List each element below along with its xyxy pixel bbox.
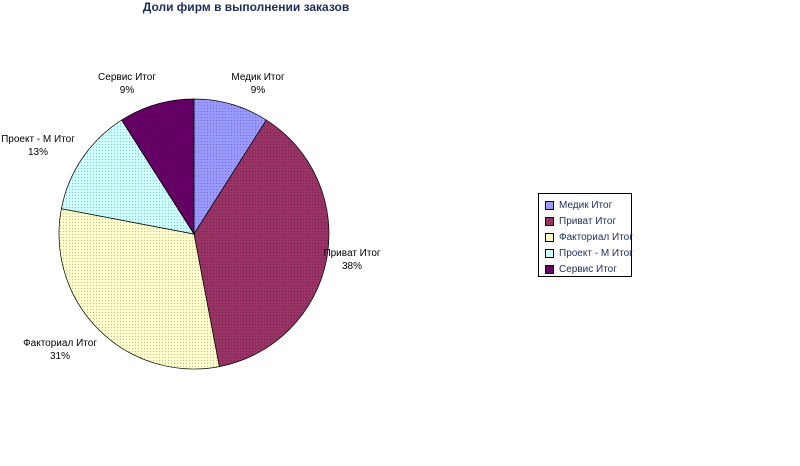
legend-swatch [545, 264, 554, 274]
legend-swatch [545, 232, 554, 242]
legend-item: Приват Итог [545, 213, 631, 229]
pie-slice-texture-5 [121, 99, 194, 234]
legend-item: Медик Итог [545, 197, 631, 213]
chart-title: Доли фирм в выполнении заказов [142, 0, 350, 14]
pie-slice-texture-4 [61, 120, 194, 234]
legend-swatch [545, 248, 554, 258]
slice-name-label: Факториал Итог [23, 338, 97, 349]
legend-label: Факториал Итог [559, 231, 633, 243]
pie-slice-texture-2 [194, 120, 330, 367]
slice-percent-label: 13% [28, 147, 48, 158]
slice-name-label: Сервис Итог [98, 72, 156, 83]
legend-label: Медик Итог [559, 199, 613, 211]
slice-percent-label: 9% [120, 85, 135, 96]
slice-name-label: Медик Итог [231, 72, 285, 83]
pie-slice-texture-3 [58, 208, 220, 369]
slice-percent-label: 9% [251, 85, 266, 96]
slice-name-label: Проект - М Итог [1, 134, 75, 145]
legend-swatch [545, 200, 554, 210]
slice-percent-label: 38% [342, 261, 362, 272]
legend-item: Проект - М Итог [545, 245, 633, 261]
slice-percent-label: 31% [50, 351, 70, 362]
legend-item: Факториал Итог [545, 229, 633, 245]
legend-item: Сервис Итог [545, 261, 631, 277]
legend-swatch [545, 216, 554, 226]
legend-label: Приват Итог [559, 215, 617, 227]
legend: Медик Итог Приват Итог Факториал Итог Проек… [538, 193, 633, 277]
legend-label: Сервис Итог [559, 263, 617, 275]
pie-slice-texture-1 [194, 99, 267, 234]
legend-label: Проект - М Итог [559, 247, 633, 259]
slice-name-label: Приват Итог [323, 248, 380, 259]
